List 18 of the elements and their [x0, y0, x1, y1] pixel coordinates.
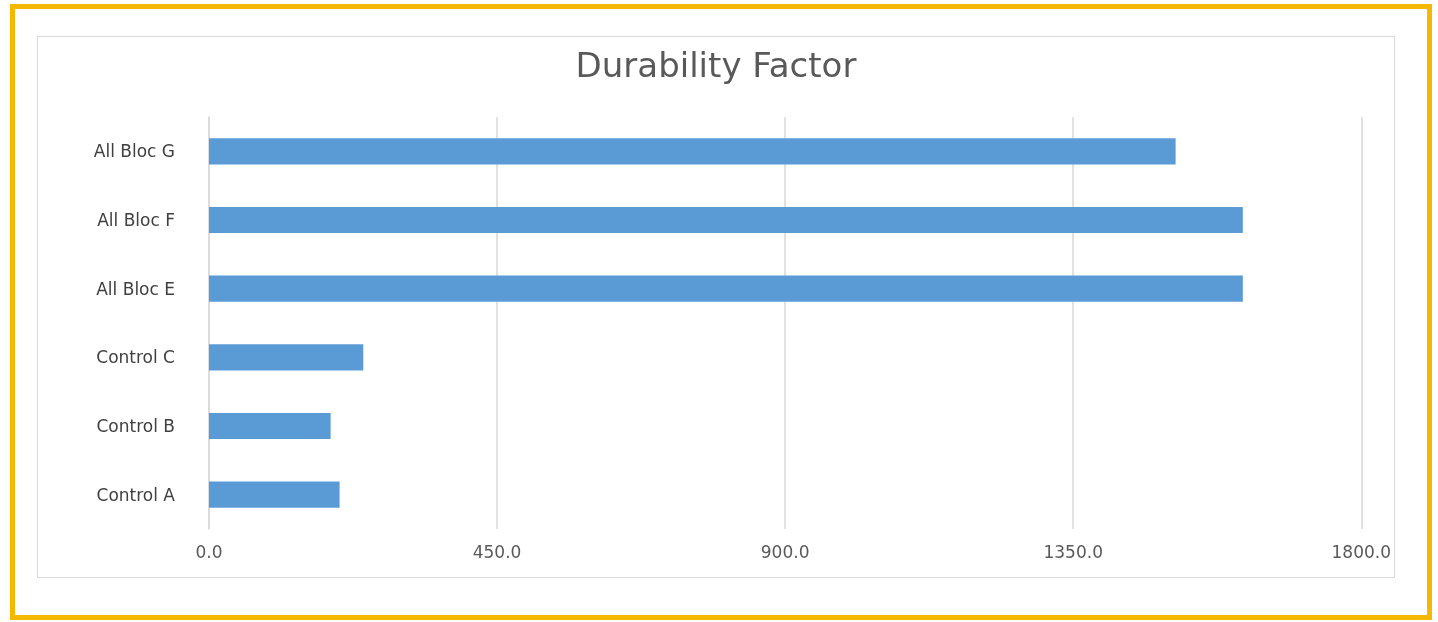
y-tick-label: Control C [96, 347, 175, 368]
x-tick-label: 450.0 [472, 541, 522, 562]
x-tick-label: 1350.0 [1043, 541, 1103, 562]
y-tick-label: All Bloc F [97, 210, 175, 230]
y-tick-label: All Bloc G [93, 141, 175, 162]
bar [209, 412, 331, 440]
x-tick-label: 900.0 [760, 541, 810, 562]
bar [209, 275, 1243, 302]
bar [209, 481, 340, 508]
bar [209, 138, 1176, 165]
x-tick-label: 0.0 [195, 541, 223, 562]
chart-title: Durability Factor [575, 45, 857, 85]
bar [209, 344, 364, 371]
x-tick-label: 1800.0 [1331, 541, 1391, 562]
y-tick-label: Control A [96, 484, 176, 505]
bar [209, 206, 1243, 234]
y-tick-label: All Bloc E [96, 278, 175, 299]
y-tick-label: Control B [96, 416, 175, 436]
